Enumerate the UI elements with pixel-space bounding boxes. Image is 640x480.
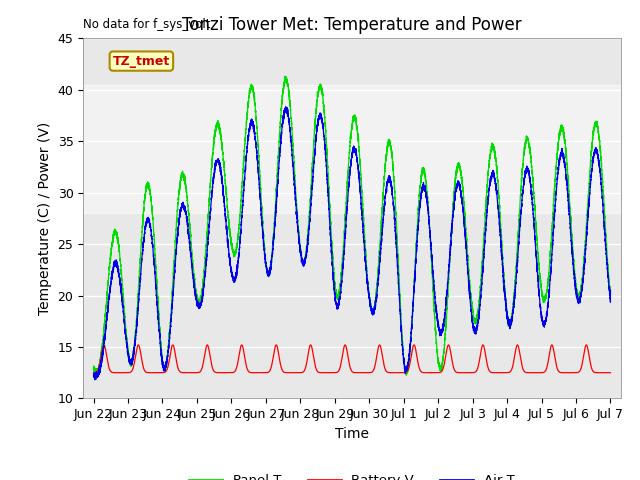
- Legend: Panel T, Battery V, Air T: Panel T, Battery V, Air T: [184, 469, 520, 480]
- Bar: [83, 84, 621, 213]
- Title: Tonzi Tower Met: Temperature and Power: Tonzi Tower Met: Temperature and Power: [182, 16, 522, 34]
- Y-axis label: Temperature (C) / Power (V): Temperature (C) / Power (V): [38, 122, 52, 315]
- Text: TZ_tmet: TZ_tmet: [113, 55, 170, 68]
- X-axis label: Time: Time: [335, 427, 369, 441]
- Text: No data for f_sys_volt: No data for f_sys_volt: [83, 18, 211, 31]
